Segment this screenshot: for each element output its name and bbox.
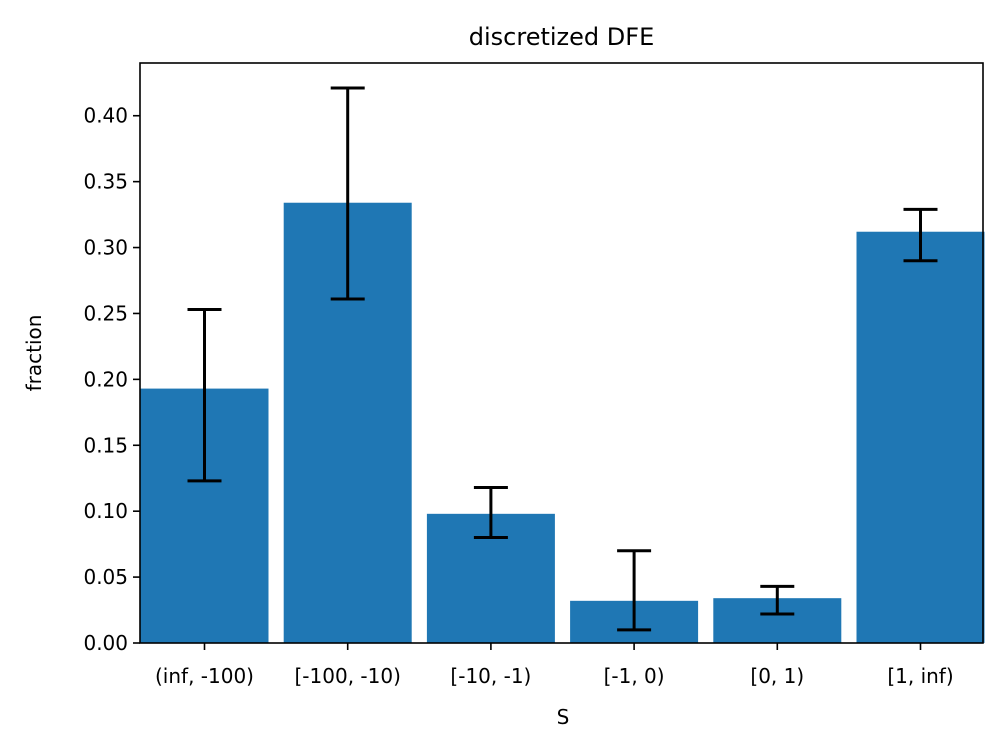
chart-title: discretized DFE <box>469 23 654 51</box>
x-tick-label-1: [-100, -10) <box>295 664 401 688</box>
plot-background <box>140 63 983 643</box>
y-tick-label-3: 0.15 <box>83 433 128 457</box>
x-tick-label-4: [0, 1) <box>750 664 804 688</box>
x-axis: (inf, -100) [-100, -10) [-10, -1) [-1, 0) [0… <box>155 643 954 688</box>
y-axis: 0.00 0.05 0.10 0.15 0.20 0.25 0.30 0.35 0.40 <box>83 104 140 655</box>
errorbar-1 <box>330 86 365 301</box>
y-tick-label-1: 0.05 <box>83 565 128 589</box>
x-axis-label: S <box>557 705 570 729</box>
y-tick-label-5: 0.25 <box>83 301 128 325</box>
y-tick-label-2: 0.10 <box>83 499 128 523</box>
errorbar-4 <box>760 584 795 616</box>
errorbars-group <box>187 86 938 632</box>
bar-5 <box>856 231 985 643</box>
y-tick-label-8: 0.40 <box>83 104 128 128</box>
errorbar-2 <box>473 485 508 540</box>
x-tick-label-0: (inf, -100) <box>155 664 254 688</box>
y-tick-label-4: 0.20 <box>83 367 128 391</box>
plot-frame <box>139 62 984 644</box>
x-tick-label-3: [-1, 0) <box>604 664 665 688</box>
errorbar-0 <box>187 308 222 483</box>
x-tick-label-2: [-10, -1) <box>450 664 531 688</box>
errorbar-5 <box>903 207 938 263</box>
x-tick-label-5: [1, inf) <box>887 664 953 688</box>
y-tick-label-7: 0.35 <box>83 170 128 194</box>
y-axis-label: fraction <box>22 315 46 392</box>
errorbar-3 <box>617 549 652 632</box>
y-tick-label-0: 0.00 <box>83 631 128 655</box>
y-tick-label-6: 0.30 <box>83 236 128 260</box>
